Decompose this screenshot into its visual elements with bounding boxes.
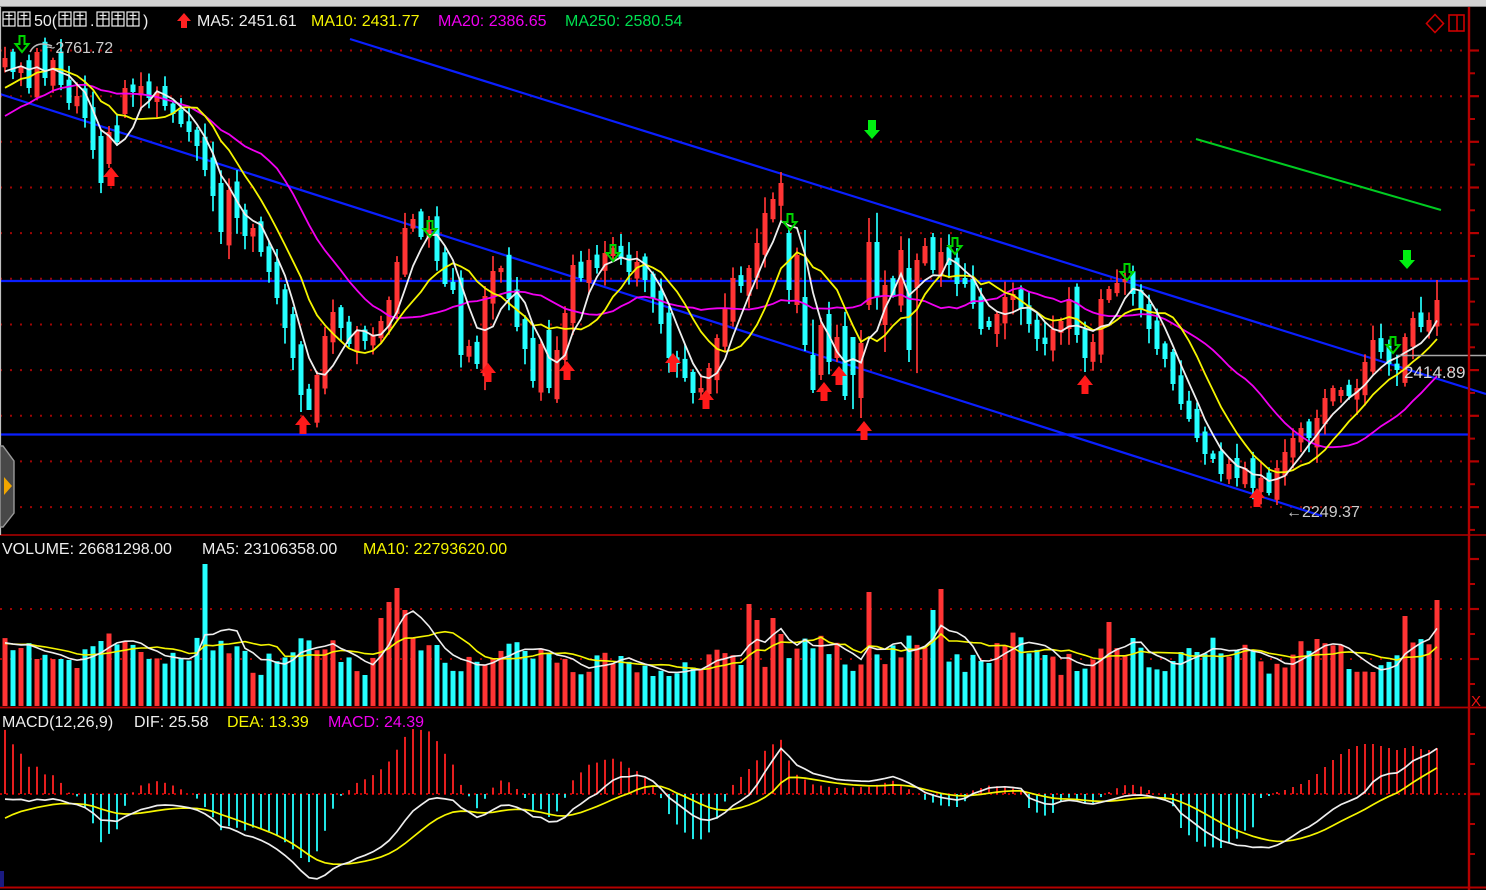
- svg-text:MA10: 2431.77: MA10: 2431.77: [311, 13, 420, 30]
- svg-text:DIF: 25.58: DIF: 25.58: [134, 714, 209, 731]
- svg-text:2414.89: 2414.89: [1404, 363, 1465, 382]
- svg-text:50(: 50(: [34, 13, 58, 30]
- svg-text:MA10: 22793620.00: MA10: 22793620.00: [363, 541, 507, 558]
- svg-text:MA20: 2386.65: MA20: 2386.65: [438, 13, 547, 30]
- svg-text:←2249.37: ←2249.37: [1286, 504, 1360, 521]
- svg-text:X: X: [1471, 693, 1481, 710]
- svg-text:MA250: 2580.54: MA250: 2580.54: [565, 13, 683, 30]
- svg-text:.: .: [90, 13, 94, 30]
- svg-text:VOLUME: 26681298.00: VOLUME: 26681298.00: [2, 541, 172, 558]
- svg-text:~2761.72: ~2761.72: [46, 40, 113, 57]
- svg-text:MA5: 2451.61: MA5: 2451.61: [197, 13, 297, 30]
- svg-text:MACD: 24.39: MACD: 24.39: [328, 714, 424, 731]
- svg-text:): ): [143, 13, 148, 30]
- svg-text:MACD(12,26,9): MACD(12,26,9): [2, 714, 113, 731]
- svg-text:MA5: 23106358.00: MA5: 23106358.00: [202, 541, 337, 558]
- svg-text:DEA: 13.39: DEA: 13.39: [227, 714, 309, 731]
